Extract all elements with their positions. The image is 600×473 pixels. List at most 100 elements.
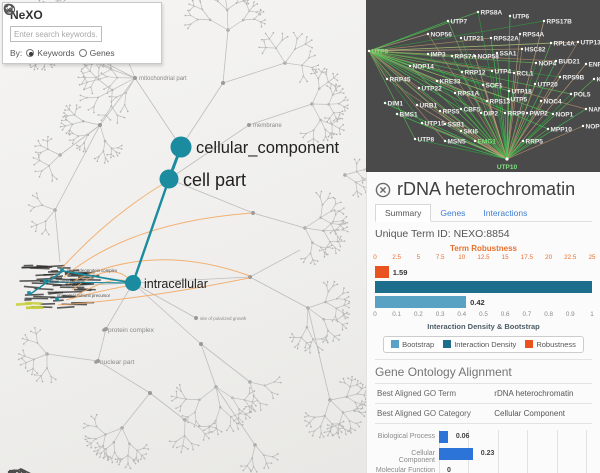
gene-label[interactable]: EMG1 (478, 139, 497, 146)
collapse-circle-icon[interactable] (3, 3, 144, 41)
gene-label[interactable]: UTP15 (425, 121, 446, 128)
gene-node[interactable] (476, 10, 480, 14)
gene-label[interactable]: RRP5 (526, 139, 544, 146)
gene-node[interactable] (367, 49, 371, 53)
gene-node[interactable] (584, 62, 588, 66)
chevron-down-icon[interactable] (3, 7, 155, 41)
major-term-label[interactable]: cellular_component (196, 139, 340, 157)
gene-node[interactable] (584, 107, 588, 111)
gene-label[interactable]: SOF1 (486, 83, 503, 90)
gene-label[interactable]: RPS9B (563, 75, 585, 82)
gene-label[interactable]: UTP4 (495, 69, 512, 76)
gene-node[interactable] (395, 112, 399, 116)
gene-node[interactable] (503, 111, 507, 115)
gene-node[interactable] (443, 139, 447, 143)
gene-label[interactable]: UTP22 (422, 86, 443, 93)
gene-label[interactable]: SSA1 (500, 51, 517, 58)
gene-label[interactable]: BMS1 (400, 112, 418, 119)
gene-node[interactable] (581, 124, 585, 128)
gene-node[interactable] (495, 51, 499, 55)
gene-label[interactable]: RPS7A (455, 54, 477, 61)
gene-label[interactable]: BUD21 (559, 59, 581, 66)
legend-item[interactable]: Interaction Density (443, 340, 516, 349)
gene-label[interactable]: UTP21 (464, 36, 485, 43)
gene-node[interactable] (592, 77, 596, 81)
gene-node[interactable] (546, 127, 550, 131)
cluster-term-node[interactable] (55, 297, 59, 301)
major-term-label[interactable]: intracellular (144, 277, 208, 291)
gene-node[interactable] (446, 19, 450, 23)
gene-label[interactable]: RRP45 (390, 77, 411, 84)
tab-summary[interactable]: Summary (375, 204, 432, 222)
gene-label[interactable]: RPS1A (458, 91, 480, 98)
gene-node[interactable] (459, 36, 463, 40)
gene-label[interactable]: NOC4 (544, 99, 562, 106)
gene-label[interactable]: UTP18 (512, 89, 533, 96)
gene-label[interactable]: URB1 (420, 103, 438, 110)
gene-label[interactable]: RPS4A (523, 32, 545, 39)
genes-radio-circle[interactable] (78, 49, 87, 57)
gene-node[interactable] (539, 99, 543, 103)
gene-label[interactable]: NOP1 (556, 112, 574, 119)
gene-label[interactable]: NAN1 (589, 107, 600, 114)
major-term-node[interactable] (125, 275, 141, 291)
gene-label[interactable]: RRP9 (508, 111, 526, 118)
gene-node[interactable] (479, 111, 483, 115)
gene-label[interactable]: KRE33 (440, 79, 461, 86)
gene-node[interactable] (383, 101, 387, 105)
gene-node[interactable] (435, 79, 439, 83)
gene-node[interactable] (518, 32, 522, 36)
gene-node[interactable] (459, 129, 463, 133)
gene-label[interactable]: ENP1 (589, 62, 600, 69)
legend-item[interactable]: Bootstrap (391, 340, 434, 349)
gene-label[interactable]: RPS22A (494, 36, 520, 43)
gene-node[interactable] (549, 41, 553, 45)
legend-item[interactable]: Robustness (525, 340, 576, 349)
minor-term-label[interactable]: mitochondrial part (139, 76, 187, 82)
cluster-term-label[interactable]: ribonucleoprotein complex (67, 268, 118, 273)
gene-label[interactable]: POL5 (574, 92, 591, 99)
keywords-radio-circle[interactable] (26, 49, 35, 57)
gene-label[interactable]: UTP10 (497, 164, 518, 171)
gene-node[interactable] (413, 137, 417, 141)
gene-node[interactable] (481, 83, 485, 87)
gene-label[interactable]: UTP5 (511, 97, 528, 104)
gene-label[interactable]: NOP6 (586, 124, 600, 131)
gene-node[interactable] (473, 54, 477, 58)
minor-term-label[interactable]: membrane (253, 123, 282, 129)
gene-node[interactable] (551, 112, 555, 116)
gene-label[interactable]: RPS17B (547, 19, 573, 26)
gene-label[interactable]: RPS8A (481, 10, 503, 17)
gene-node[interactable] (460, 70, 464, 74)
cluster-term-label[interactable]: ribosomal subunit (50, 279, 84, 284)
gene-label[interactable]: KRR1 (597, 77, 600, 84)
gene-node[interactable] (525, 111, 529, 115)
gene-label[interactable]: MPP10 (551, 127, 573, 134)
major-term-node[interactable] (159, 169, 179, 189)
gene-node[interactable] (512, 71, 516, 75)
gene-label[interactable]: HSC82 (525, 47, 546, 54)
gene-node[interactable] (489, 36, 493, 40)
gene-node[interactable] (453, 91, 457, 95)
gene-label[interactable]: RPS5 (443, 109, 460, 116)
gene-label[interactable]: RRP12 (465, 70, 486, 77)
gene-label[interactable]: UTP8 (418, 137, 435, 144)
gene-node[interactable] (506, 97, 510, 101)
gene-node[interactable] (576, 40, 580, 44)
gene-label[interactable]: UTP6 (513, 14, 530, 21)
minor-term-label[interactable]: site of polarized growth (200, 316, 247, 321)
gene-label[interactable]: NOP14 (413, 64, 435, 71)
gene-node[interactable] (534, 61, 538, 65)
gene-node[interactable] (521, 139, 525, 143)
gene-label[interactable]: SKI6 (464, 129, 479, 136)
gene-label[interactable]: UTP9 (372, 49, 389, 56)
gene-label[interactable]: DIM1 (388, 101, 404, 108)
gene-label[interactable]: NOP4 (539, 61, 557, 68)
gene-label[interactable]: PWP2 (530, 111, 549, 118)
gene-label[interactable]: RPL4A (554, 41, 576, 48)
cluster-term-node[interactable] (27, 291, 31, 295)
tab-genes[interactable]: Genes (440, 208, 466, 218)
gene-node[interactable] (490, 69, 494, 73)
gene-label[interactable]: RCL1 (517, 71, 534, 78)
gene-label[interactable]: NOP58 (478, 54, 500, 61)
